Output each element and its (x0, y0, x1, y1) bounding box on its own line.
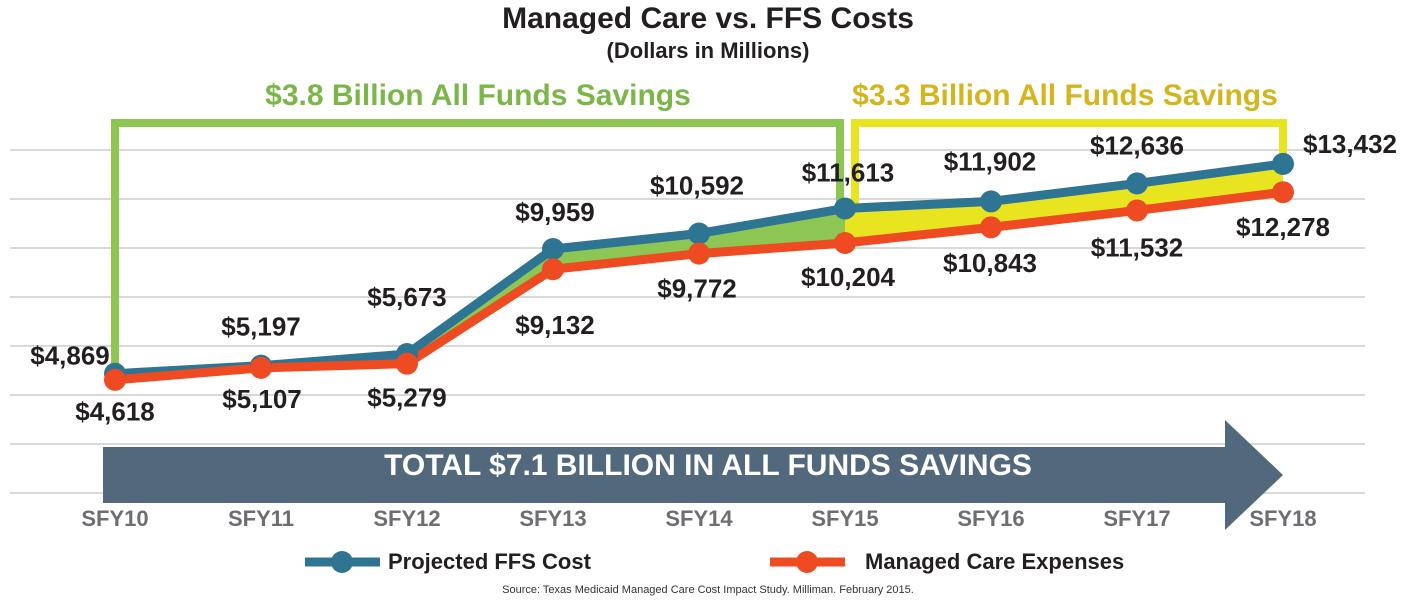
data-label: $11,532 (1091, 232, 1184, 262)
data-label: $4,618 (75, 397, 155, 427)
point (834, 197, 856, 220)
data-label: $9,132 (515, 310, 595, 340)
point (688, 242, 710, 265)
point (396, 352, 418, 375)
point (1272, 152, 1294, 175)
x-tick-label: SFY18 (1249, 506, 1316, 531)
lines (104, 152, 1294, 391)
source: Source: Texas Medicaid Managed Care Cost… (502, 584, 914, 596)
data-label: $11,613 (802, 157, 895, 187)
data-label: $5,107 (222, 384, 302, 414)
x-tick-label: SFY13 (519, 506, 586, 531)
legend-label: Projected FFS Cost (388, 549, 592, 574)
point (1126, 172, 1148, 195)
green-bracket (111, 119, 844, 370)
annotation: TOTAL $7.1 BILLION IN ALL FUNDS SAVINGS (384, 449, 1032, 482)
data-label: $13,432 (1303, 129, 1397, 159)
x-tick-label: SFY11 (228, 506, 294, 531)
data-label: $12,636 (1090, 130, 1184, 160)
data-label: $12,278 (1236, 212, 1330, 242)
data-label: $5,279 (367, 383, 447, 413)
x-tick-label: SFY10 (81, 506, 148, 531)
data-label: $4,869 (30, 341, 110, 371)
x-tick-label: SFY14 (665, 506, 733, 531)
x-tick-label: SFY15 (811, 506, 878, 531)
legend-swatch (796, 551, 818, 573)
point (834, 232, 856, 255)
data-label: $9,959 (515, 197, 595, 227)
chart-subtitle: (Dollars in Millions) (607, 38, 810, 63)
point (1126, 199, 1148, 222)
point (542, 238, 564, 261)
legend-swatch (331, 551, 353, 573)
savings-area (115, 208, 845, 380)
point (1272, 181, 1294, 204)
data-label: $11,902 (944, 146, 1037, 176)
point (250, 356, 272, 379)
total-arrow (103, 420, 1283, 530)
point (688, 222, 710, 245)
x-tick-label: SFY12 (373, 506, 440, 531)
labels: $4,869 $5,197 $5,673 $9,959 $10,592 $11,613 $1… (30, 129, 1397, 427)
data-label: $10,843 (943, 248, 1037, 278)
chart-title: Managed Care vs. FFS Costs (502, 2, 914, 35)
data-label: $5,197 (221, 312, 301, 342)
legend-label: Managed Care Expenses (865, 549, 1124, 574)
yellow-bracket (851, 119, 1287, 205)
x-tick-label: SFY16 (957, 506, 1024, 531)
point (980, 216, 1002, 239)
point (542, 258, 564, 281)
point (980, 190, 1002, 213)
data-label: $5,673 (367, 282, 447, 312)
data-label: $10,204 (801, 262, 896, 292)
x-tick-label: SFY17 (1103, 506, 1170, 531)
data-label: $9,772 (657, 273, 737, 303)
data-label: $10,592 (650, 170, 744, 200)
annotation: $3.3 Billion All Funds Savings (852, 79, 1278, 112)
savings-area (845, 163, 1283, 244)
point (104, 368, 126, 391)
savings-areas (115, 163, 1283, 380)
annotation: $3.8 Billion All Funds Savings (265, 79, 691, 112)
